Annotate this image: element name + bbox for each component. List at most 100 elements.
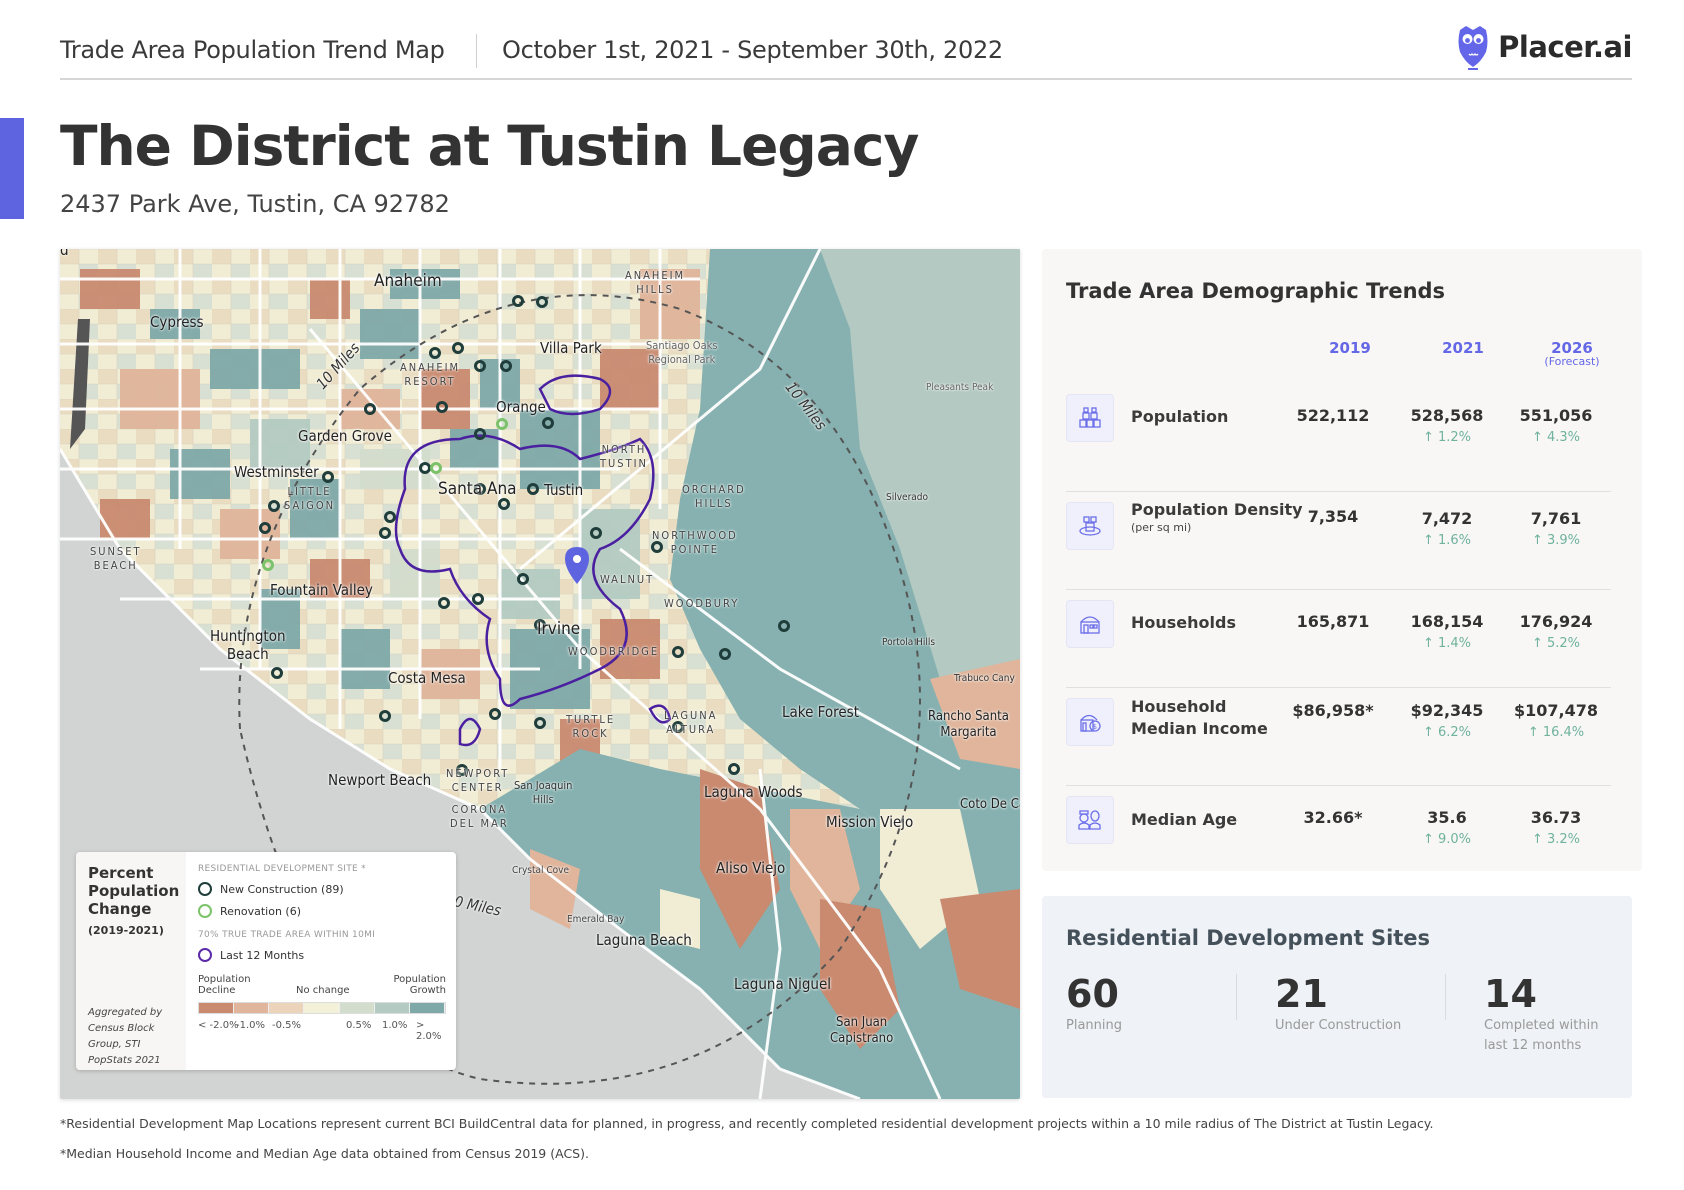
stat-divider [1236, 974, 1237, 1020]
map-label-anaheim: Anaheim [374, 271, 442, 291]
stat-label: Under Construction [1275, 1018, 1402, 1033]
map-label-orchard-hills: ORCHARD HILLS [682, 483, 746, 510]
change-2021: ↑ 1.4% [1422, 636, 1472, 651]
map-label-laguna-beach: Laguna Beach [596, 931, 692, 949]
renovation-marker-icon [198, 904, 212, 918]
value-2026: 551,056 [1519, 406, 1593, 425]
map-label-laguna-woods: Laguna Woods [704, 783, 803, 801]
stat-planning: 60 Planning [1066, 972, 1122, 1036]
scale-growth-label: Population Growth [393, 974, 446, 996]
map-base-layer [60, 249, 1020, 1099]
stat-value: 14 [1484, 972, 1537, 1016]
population-density-icon [1066, 502, 1114, 550]
metric-row-median-income: $ Household Median Income $86,958* $92,3… [1066, 688, 1611, 786]
tick: -0.5% [272, 1020, 302, 1031]
population-trend-map[interactable]: d Anaheim Cypress Villa Park ANAHEIM HIL… [60, 249, 1020, 1099]
date-range: October 1st, 2021 - September 30th, 2022 [502, 36, 1003, 64]
value-2021: $92,345 [1410, 701, 1484, 720]
metric-label-text: Population Density [1131, 500, 1303, 519]
metric-row-population: Population 522,112 528,568 ↑ 1.2% 551,05… [1066, 394, 1611, 492]
map-label-trabuco-canyon: Trabuco Cany [954, 673, 1015, 684]
legend-trade-area-caption: 70% TRUE TRADE AREA WITHIN 10MI [198, 930, 376, 940]
map-label-crystal-cove: Crystal Cove [512, 865, 570, 876]
map-label-anaheim-hills: ANAHEIM HILLS [625, 269, 686, 296]
median-income-icon: $ [1066, 698, 1114, 746]
metric-label: Population [1131, 407, 1229, 426]
metric-label: Households [1131, 613, 1236, 632]
map-label-san-joaquin-hills: San Joaquin Hills [514, 779, 573, 806]
tick: 1.0% [382, 1020, 408, 1031]
households-icon [1066, 600, 1114, 648]
map-label-fountain-valley: Fountain Valley [270, 581, 373, 599]
change-2021: ↑ 9.0% [1422, 832, 1472, 847]
map-label-mission-viejo: Mission Viejo [826, 813, 914, 831]
legend-residential-caption: RESIDENTIAL DEVELOPMENT SITE * [198, 864, 366, 874]
tick: < -2.0% [198, 1020, 239, 1031]
residential-development-card: Residential Development Sites 60 Plannin… [1042, 896, 1632, 1098]
venue-address: 2437 Park Ave, Tustin, CA 92782 [60, 190, 450, 218]
change-2021: ↑ 6.2% [1422, 725, 1472, 740]
map-label-huntington-beach: Huntington Beach [210, 627, 286, 663]
metric-row-population-density: Population Density (per sq mi) 7,354 7,47… [1066, 492, 1611, 590]
map-label-cypress: Cypress [150, 313, 204, 331]
change-2026: ↑ 5.2% [1531, 636, 1581, 651]
metric-row-median-age: Median Age 32.66* 35.6 ↑ 9.0% 36.73 ↑ 3.… [1066, 786, 1611, 884]
value-2019: 522,112 [1296, 406, 1370, 425]
brand-name: Placer.ai [1498, 30, 1632, 64]
map-label-woodbury: WOODBURY [664, 597, 740, 610]
map-label-northwood-pointe: NORTHWOOD POINTE [652, 529, 738, 556]
value-2019: 32.66* [1303, 808, 1363, 827]
map-label-santiago-oaks: Santiago Oaks Regional Park [646, 339, 718, 366]
map-label-sunset-beach: SUNSET BEACH [90, 545, 142, 572]
value-2021: 528,568 [1410, 406, 1484, 425]
change-2021: ↑ 1.2% [1422, 430, 1472, 445]
column-note: (Forecast) [1544, 355, 1600, 368]
map-label-orange: Orange [496, 398, 546, 416]
footnote-residential: *Residential Development Map Locations r… [60, 1116, 1434, 1131]
map-label-anaheim-resort: ANAHEIM RESORT [400, 361, 461, 388]
report-header: Trade Area Population Trend Map October … [60, 26, 1632, 80]
demographics-title: Trade Area Demographic Trends [1066, 279, 1446, 303]
metric-label: Household Median Income [1131, 697, 1268, 738]
legend-title: Percent Population Change [88, 864, 180, 918]
change-2021: ↑ 1.6% [1422, 533, 1472, 548]
placer-owl-icon [1458, 26, 1488, 70]
legend-new-construction: New Construction (89) [220, 882, 344, 896]
map-label-emerald-bay: Emerald Bay [567, 914, 625, 925]
legend-source: Aggregated by Census Block Group, STI Po… [88, 1007, 163, 1066]
map-label-silverado: Silverado [886, 492, 928, 503]
metric-label: Population Density (per sq mi) [1131, 499, 1303, 535]
legend-period: (2019-2021) [88, 924, 164, 937]
svg-text:$: $ [1093, 723, 1097, 731]
legend-trade-area: Last 12 Months [220, 948, 305, 962]
map-label-newport-center: NEWPORT CENTER [446, 767, 510, 794]
map-label-irvine: Irvine [537, 619, 581, 639]
venue-title: The District at Tustin Legacy [60, 114, 919, 178]
metric-label: Median Age [1131, 810, 1238, 829]
color-scale [198, 1002, 446, 1014]
column-2026: 2026 (Forecast) [1522, 339, 1622, 368]
change-2026: ↑ 3.2% [1531, 832, 1581, 847]
map-label-villa-park: Villa Park [540, 339, 602, 357]
value-2019: 165,871 [1296, 612, 1370, 631]
population-icon [1066, 394, 1114, 442]
map-label-laguna-niguel: Laguna Niguel [734, 975, 832, 993]
metric-row-households: Households 165,871 168,154 ↑ 1.4% 176,92… [1066, 590, 1611, 688]
map-label-costa-mesa: Costa Mesa [388, 669, 466, 687]
value-2026: 7,761 [1530, 509, 1582, 528]
change-2026: ↑ 3.9% [1531, 533, 1581, 548]
map-label-turtle-rock: TURTLE ROCK [566, 713, 616, 740]
stat-completed: 14 Completed within last 12 months [1484, 972, 1604, 1056]
change-2026: ↑ 4.3% [1531, 430, 1581, 445]
value-2026: $107,478 [1513, 701, 1598, 720]
value-2019: $86,958* [1292, 701, 1374, 720]
footnote-census: *Median Household Income and Median Age … [60, 1146, 589, 1161]
column-year: 2026 [1551, 339, 1593, 357]
stat-value: 60 [1066, 972, 1119, 1016]
scale-no-change-label: No change [296, 985, 350, 996]
venue-pin [565, 547, 589, 584]
median-age-icon [1066, 796, 1114, 844]
report-title: Trade Area Population Trend Map [60, 36, 445, 64]
map-label-aliso-viejo: Aliso Viejo [716, 859, 786, 877]
map-label-coto-de-caza: Coto De Ca [960, 797, 1020, 812]
